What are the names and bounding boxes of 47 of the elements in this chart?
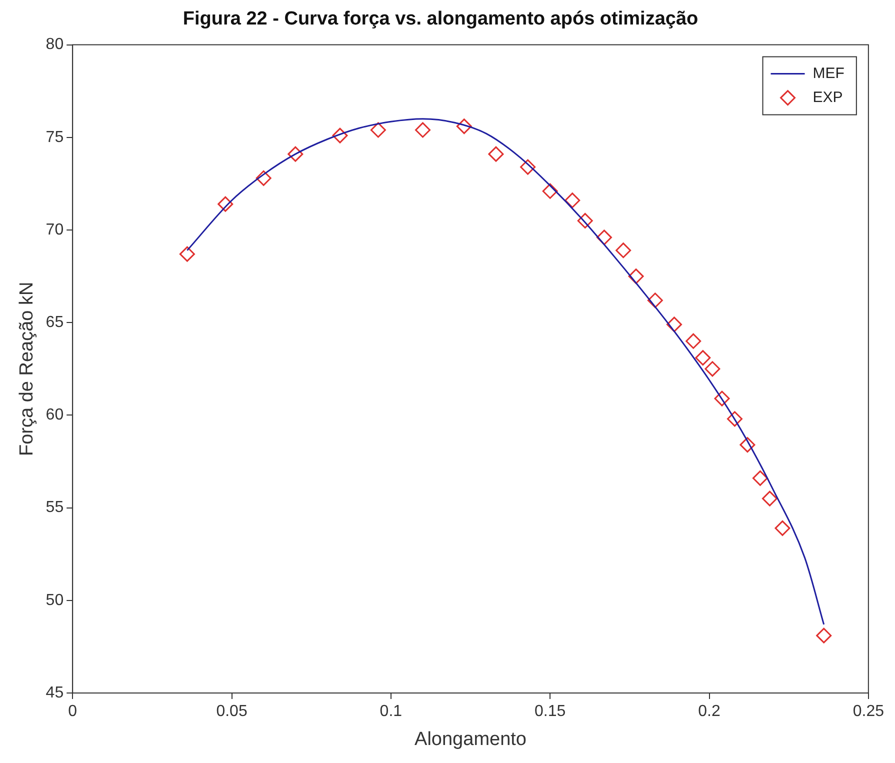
point: [686, 333, 702, 349]
x-tick-label: 0.25: [852, 703, 884, 720]
x-tick-label: 0.2: [698, 703, 720, 720]
point: [370, 122, 386, 138]
y-tick-label: 45: [46, 684, 64, 702]
point: [488, 146, 504, 162]
point: [542, 183, 558, 199]
legend-label: EXP: [812, 88, 843, 106]
point: [647, 292, 663, 308]
point: [774, 520, 790, 536]
point: [577, 212, 593, 228]
point: [816, 628, 832, 644]
point: [762, 490, 778, 506]
x-axis-title: Alongamento: [414, 728, 526, 750]
point: [288, 146, 304, 162]
point: [564, 192, 580, 208]
point: [596, 230, 612, 246]
y-axis-title: Força de Reação kN: [16, 282, 38, 456]
point: [726, 411, 742, 427]
y-tick-label: 65: [46, 314, 64, 332]
point: [704, 361, 720, 377]
point: [218, 196, 234, 212]
point: [256, 170, 272, 186]
legend-label: MEF: [812, 64, 844, 82]
point: [740, 437, 756, 453]
y-tick-label: 75: [46, 128, 64, 146]
y-tick-label: 70: [46, 221, 64, 238]
point: [332, 128, 348, 144]
y-tick-label: 55: [46, 499, 64, 516]
y-tick-label: 60: [46, 406, 64, 424]
y-tick-label: 50: [46, 592, 64, 609]
point: [179, 246, 195, 262]
point: [415, 122, 431, 138]
chart-title: Figura 22 - Curva força vs. alongamento após otimização: [182, 8, 698, 30]
x-tick-label: 0.15: [534, 703, 566, 720]
point: [666, 316, 682, 332]
x-tick-label: 0: [68, 703, 78, 720]
point: [628, 268, 644, 284]
y-tick-label: 80: [46, 36, 64, 54]
point: [456, 118, 472, 134]
point: [520, 159, 536, 175]
x-tick-label: 0.05: [216, 703, 248, 720]
point: [752, 470, 768, 486]
x-tick-label: 0.1: [380, 703, 402, 720]
point: [616, 242, 632, 258]
point: [695, 350, 711, 366]
point: [714, 390, 730, 406]
